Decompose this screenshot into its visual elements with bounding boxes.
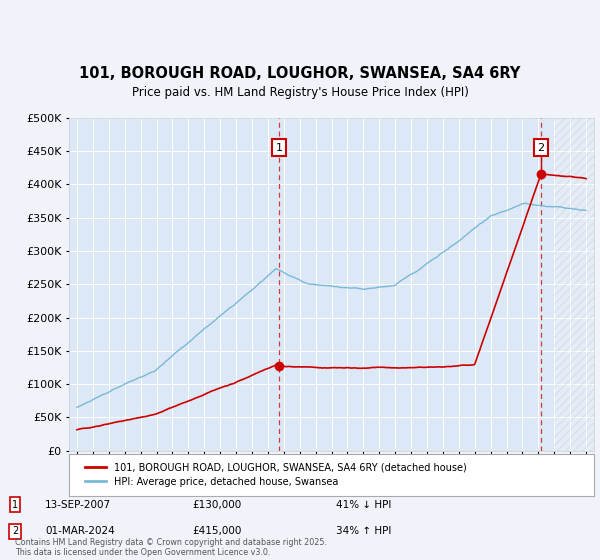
Text: £130,000: £130,000: [192, 500, 241, 510]
Text: 2: 2: [12, 526, 18, 536]
Legend: 101, BOROUGH ROAD, LOUGHOR, SWANSEA, SA4 6RY (detached house), HPI: Average pric: 101, BOROUGH ROAD, LOUGHOR, SWANSEA, SA4…: [79, 456, 473, 493]
Text: 41% ↓ HPI: 41% ↓ HPI: [336, 500, 391, 510]
Text: Price paid vs. HM Land Registry's House Price Index (HPI): Price paid vs. HM Land Registry's House …: [131, 86, 469, 99]
Text: 01-MAR-2024: 01-MAR-2024: [45, 526, 115, 536]
Bar: [554, 118, 594, 451]
Text: 1: 1: [275, 143, 283, 152]
Text: 13-SEP-2007: 13-SEP-2007: [45, 500, 111, 510]
Text: 2: 2: [538, 143, 545, 152]
Text: 1: 1: [12, 500, 18, 510]
Text: 34% ↑ HPI: 34% ↑ HPI: [336, 526, 391, 536]
Text: 101, BOROUGH ROAD, LOUGHOR, SWANSEA, SA4 6RY: 101, BOROUGH ROAD, LOUGHOR, SWANSEA, SA4…: [79, 66, 521, 81]
Text: £415,000: £415,000: [192, 526, 241, 536]
Text: Contains HM Land Registry data © Crown copyright and database right 2025.
This d: Contains HM Land Registry data © Crown c…: [15, 538, 327, 557]
